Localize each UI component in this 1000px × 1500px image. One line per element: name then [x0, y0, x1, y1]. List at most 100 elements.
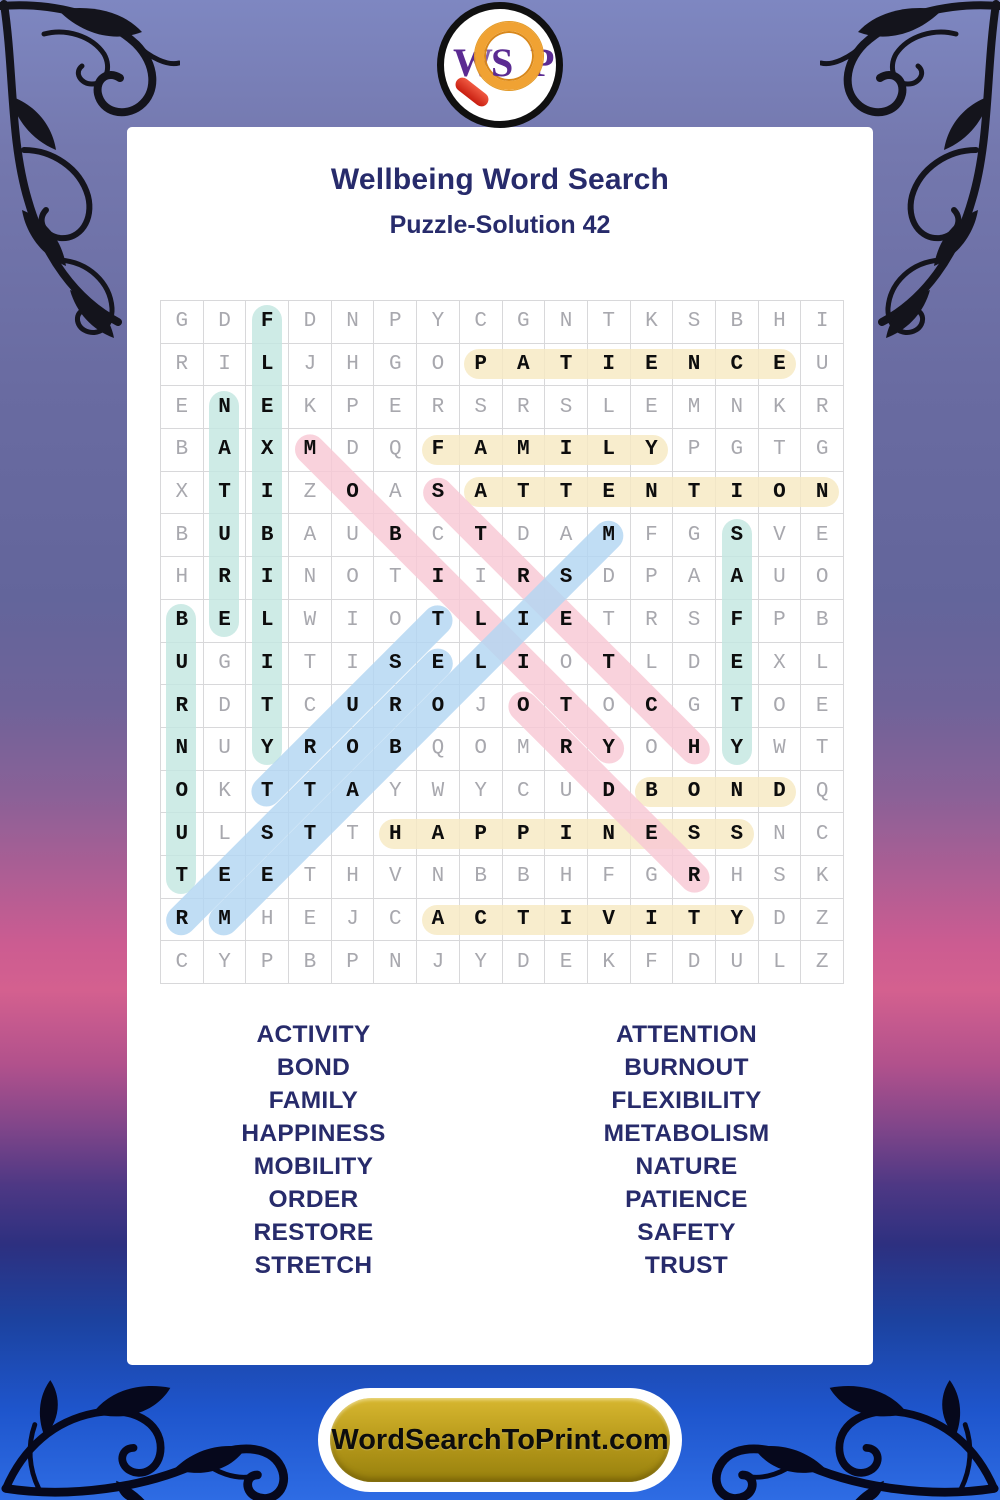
grid-cell: S [673, 301, 716, 344]
grid-letter: Y [431, 310, 445, 334]
grid-cell: B [801, 599, 844, 643]
grid-letter: D [346, 438, 359, 462]
flourish-bottom-right-ornament [711, 1380, 999, 1500]
grid-letter: K [218, 779, 231, 803]
grid-letter: S [474, 395, 487, 419]
grid-cell: P [331, 941, 375, 984]
grid-cell: K [203, 770, 247, 814]
grid-cell: L [203, 813, 247, 856]
grid-cell: M [289, 429, 332, 472]
grid-letter: G [687, 694, 701, 718]
grid-letter: N [645, 481, 658, 505]
grid-cell: I [203, 343, 247, 387]
grid-cell: L [630, 642, 674, 686]
grid-letter: O [517, 694, 530, 718]
grid-cell: I [545, 429, 588, 472]
grid-cell: Y [630, 429, 674, 472]
grid-cell: V [374, 855, 418, 899]
grid-letter: Y [730, 737, 744, 761]
grid-letter: M [303, 438, 317, 462]
grid-cell: Y [203, 941, 247, 984]
grid-letter: I [260, 651, 274, 675]
grid-letter: K [645, 310, 658, 334]
grid-letter: T [303, 865, 317, 889]
grid-cell: C [374, 898, 418, 942]
grid-letter: P [773, 609, 786, 633]
word-list-item: STRETCH [254, 1252, 373, 1279]
grid-letter: A [474, 438, 487, 462]
grid-letter: F [602, 865, 616, 889]
grid-letter: S [730, 523, 744, 547]
grid-cell: T [545, 685, 588, 728]
grid-letter: N [431, 865, 445, 889]
grid-letter: T [346, 822, 359, 846]
grid-letter: G [218, 651, 231, 675]
grid-cell: E [630, 813, 674, 856]
grid-cell: O [331, 471, 375, 515]
grid-cell: A [673, 557, 716, 600]
grid-cell: O [331, 557, 375, 600]
grid-cell: H [374, 813, 418, 856]
grid-cell: M [587, 514, 631, 558]
grid-letter: U [559, 779, 573, 803]
grid-cell: K [587, 941, 631, 984]
grid-cell: K [758, 386, 802, 430]
grid-letter: N [559, 310, 573, 334]
grid-cell: A [417, 813, 460, 856]
grid-letter: O [346, 481, 359, 505]
grid-letter: U [815, 353, 829, 377]
grid-cell: K [630, 301, 674, 344]
word-list-item: HAPPINESS [241, 1120, 386, 1147]
grid-letter: E [388, 395, 402, 419]
puzzle-title: Wellbeing Word Search [330, 163, 670, 196]
word-list-left-column: ACTIVITY BOND FAMILY HAPPINESS MOBILITY ORDER… [127, 1018, 500, 1282]
grid-letter: C [815, 822, 829, 846]
grid-letter: S [687, 310, 701, 334]
grid-letter: T [687, 907, 701, 931]
grid-letter: C [175, 950, 189, 974]
grid-cell: N [630, 471, 674, 515]
grid-cell: S [673, 813, 716, 856]
grid-letter: L [474, 609, 487, 633]
grid-cell: B [715, 301, 759, 344]
grid-cell: M [502, 727, 546, 771]
grid-letter: E [815, 523, 829, 547]
grid-cell: O [161, 770, 204, 814]
grid-letter: B [388, 523, 402, 547]
website-link-button[interactable]: WordSearchToPrint.com [330, 1398, 670, 1482]
grid-letter: M [218, 907, 231, 931]
grid-cell: C [630, 685, 674, 728]
grid-cell: N [374, 941, 418, 984]
grid-cell: N [289, 557, 332, 600]
grid-letter: T [602, 310, 616, 334]
grid-letter: F [431, 438, 445, 462]
grid-letter: O [388, 609, 402, 633]
grid-letter: E [431, 651, 445, 675]
grid-cell: D [673, 941, 716, 984]
grid-letter: D [687, 950, 701, 974]
grid-cell: D [587, 557, 631, 600]
grid-letter: I [474, 566, 487, 590]
grid-cell: E [289, 898, 332, 942]
grid-letter: N [730, 395, 744, 419]
grid-cell: A [331, 770, 375, 814]
grid-cell: E [246, 855, 290, 899]
grid-letter: C [474, 907, 487, 931]
grid-cell: F [715, 599, 759, 643]
grid-letter: Z [815, 907, 829, 931]
grid-cell: N [161, 727, 204, 771]
grid-cell: B [161, 599, 204, 643]
grid-cell: R [161, 343, 204, 387]
grid-cell: E [161, 386, 204, 430]
grid-cell: S [417, 471, 460, 515]
grid-cell: S [459, 386, 503, 430]
grid-letter: O [602, 694, 616, 718]
grid-letter: I [260, 566, 274, 590]
grid-letter: Y [260, 737, 274, 761]
grid-letter: B [388, 737, 402, 761]
grid-letter: N [773, 822, 786, 846]
grid-letter: E [218, 609, 231, 633]
grid-letter: S [559, 566, 573, 590]
